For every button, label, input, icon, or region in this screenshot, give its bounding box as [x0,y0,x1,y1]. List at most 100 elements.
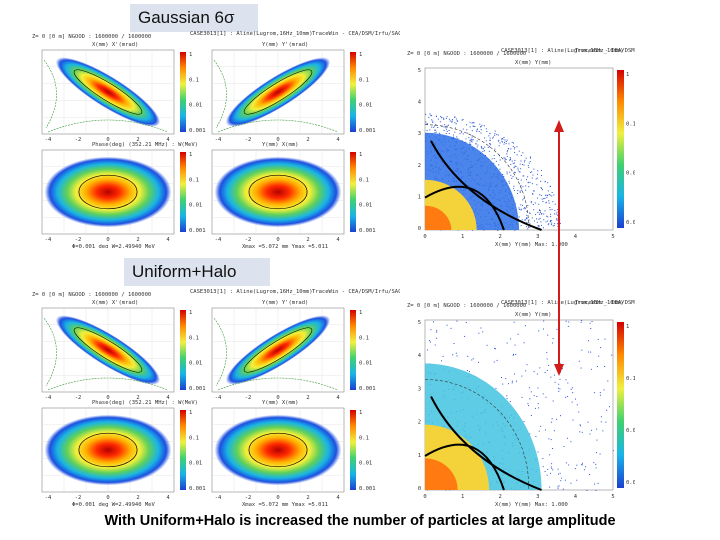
x-tick: 0 [106,137,109,143]
colorbar-tick: 1 [359,152,362,158]
xy-quadrant-plot: Z= 0 [0 m] NGOOD : 1600000 / 1600000CASE… [407,300,635,508]
x-tick: 4 [166,395,170,401]
density-blob [44,414,172,486]
x-tick: -4 [215,137,222,143]
plot-footer: Xmax =5.072 mm Ymax =5.011 [242,502,328,508]
x-tick: 0 [423,494,426,500]
plot-cell: Phase(deg) (352.21 MHz) : W(MeV) 1 0.1 0.01… [41,142,206,248]
y-tick: 1 [418,453,421,459]
colorbar-tick: 0.01 [626,171,635,177]
colorbar-tick: 0.1 [359,77,369,83]
x-tick: 0 [276,395,279,401]
colorbar-tick: 1 [359,310,362,316]
axis-label: X(mm) Y(mm) [515,60,551,66]
uniform-small-panels: Z= 0 [0 m] NGOOD : 1600000 / 1600000 CASE… [30,286,400,508]
colorbar-tick: 0.1 [626,121,635,127]
x-tick: -2 [75,495,82,501]
colorbar-tick: 0.001 [626,220,635,226]
x-tick: -4 [45,137,52,143]
density-blob [44,156,172,228]
colorbar-tick: 0.1 [189,435,199,441]
header-mid: CASE3013[1] : Aline(Lugrom,16Hz_10mm) [501,300,624,306]
colorbar-tick: 0.01 [626,428,635,434]
colorbar-tick: 1 [189,310,192,316]
header-left: Z= 0 [0 m] NGOOD : 1600000 / 1600000 [32,34,151,40]
x-tick: 2 [499,234,502,240]
x-tick: 3 [536,494,539,500]
x-tick: -2 [245,237,252,243]
colorbar-tick: 0.001 [189,228,206,234]
header-right: TraceWin - CEA/DSM/Irfu/SACM [575,300,635,306]
colorbar-tick: 1 [189,52,192,58]
colorbar-tick: 0.001 [359,486,376,492]
plot-footer: Φ=0.001 deg W=2.49940 MeV [72,244,155,248]
colorbar-tick: 0.1 [626,376,635,382]
x-tick: 4 [336,495,340,501]
comparison-arrow [554,120,564,376]
caption: With Uniform+Halo is increased the numbe… [104,513,616,529]
x-tick: 4 [336,237,340,243]
x-tick: 1 [461,494,464,500]
x-tick: 5 [611,494,614,500]
x-tick: 4 [166,495,170,501]
header-left: Z= 0 [0 m] NGOOD : 1600000 / 1600000 [407,303,526,309]
x-tick: 0 [276,137,279,143]
x-tick: 0 [106,395,109,401]
colorbar-tick: 0.01 [189,203,202,209]
plot-footer: X(mm) Y(mm) Max: 1.000 [495,502,568,508]
plot-cell: Y(mm) Y'(mrad) 1 0.1 0.01 0.001 -4 -2 0 2 4 [211,300,376,401]
x-tick: 4 [166,237,170,243]
colorbar-tick: 0.001 [189,386,206,392]
x-tick: -2 [245,137,252,143]
x-tick: 0 [423,234,426,240]
axis-label: X(mm) X'(mrad) [92,42,138,48]
colorbar [350,52,356,132]
colorbar-tick: 0.01 [359,361,372,367]
colorbar-tick: 0.001 [359,228,376,234]
axis-label: Y(mm) X(mm) [262,400,298,406]
colorbar-tick: 0.01 [359,103,372,109]
colorbar-tick: 0.001 [189,128,206,134]
colorbar-tick: 0.1 [189,77,199,83]
x-tick: 0 [276,237,279,243]
colorbar [350,310,356,390]
plot-footer: Xmax =5.072 mm Ymax =5.011 [242,244,328,248]
plot-cell: Y(mm) X(mm) 1 0.1 0.01 0.001 -4 -2 0 2 4 Xmax =5.0… [211,400,376,508]
plot-cell: Y(mm) X(mm) 1 0.1 0.01 0.001 -4 -2 0 2 4 Xmax =5.0… [211,142,376,248]
colorbar-tick: 0.1 [189,177,199,183]
uniform-big-panel: Z= 0 [0 m] NGOOD : 1600000 / 1600000 CASE… [405,298,635,510]
x-tick: -4 [45,495,52,501]
plot-footer: X(mm) Y(mm) Max: 1.000 [495,242,568,248]
colorbar-tick: 1 [359,410,362,416]
x-tick: 4 [336,395,340,401]
x-tick: -4 [45,395,52,401]
x-tick: 0 [106,237,109,243]
colorbar-tick: 0.001 [359,386,376,392]
y-tick: 0 [418,226,421,232]
colorbar-tick: 1 [626,324,629,330]
x-tick: -2 [75,395,82,401]
x-tick: 2 [499,494,502,500]
colorbar-tick: 0.01 [359,461,372,467]
boundary-curve [430,396,542,491]
colorbar-tick: 0.001 [359,128,376,134]
axis-label: Phase(deg) (352.21 MHz) : W(MeV) [92,400,198,406]
gaussian-small-panels: Z= 0 [0 m] NGOOD : 1600000 / 1600000 CASE… [30,28,400,248]
xy-quadrant-plot: Z= 0 [0 m] NGOOD : 1600000 / 1600000CASE… [407,48,635,248]
x-tick: -2 [75,237,82,243]
colorbar [350,410,356,490]
x-tick: 2 [136,137,139,143]
x-tick: -2 [245,395,252,401]
header-left: Z= 0 [0 m] NGOOD : 1600000 / 1600000 [407,51,526,57]
x-tick: -2 [245,495,252,501]
boundary-curve [424,185,505,231]
plot-cell: X(mm) X'(mrad) 1 0.1 0.01 0.001 -4 -2 0 2 4 [41,42,206,143]
colorbar [350,152,356,232]
plot-cell: Phase(deg) (352.21 MHz) : W(MeV) 1 0.1 0.01… [41,400,206,508]
axis-label: X(mm) Y(mm) [515,312,551,318]
gaussian-big-panel: Z= 0 [0 m] NGOOD : 1600000 / 1600000 CASE… [405,46,635,250]
boundary-curve [424,443,505,491]
colorbar [617,322,624,488]
density-blob [55,315,161,385]
colorbar-tick: 0.01 [189,103,202,109]
